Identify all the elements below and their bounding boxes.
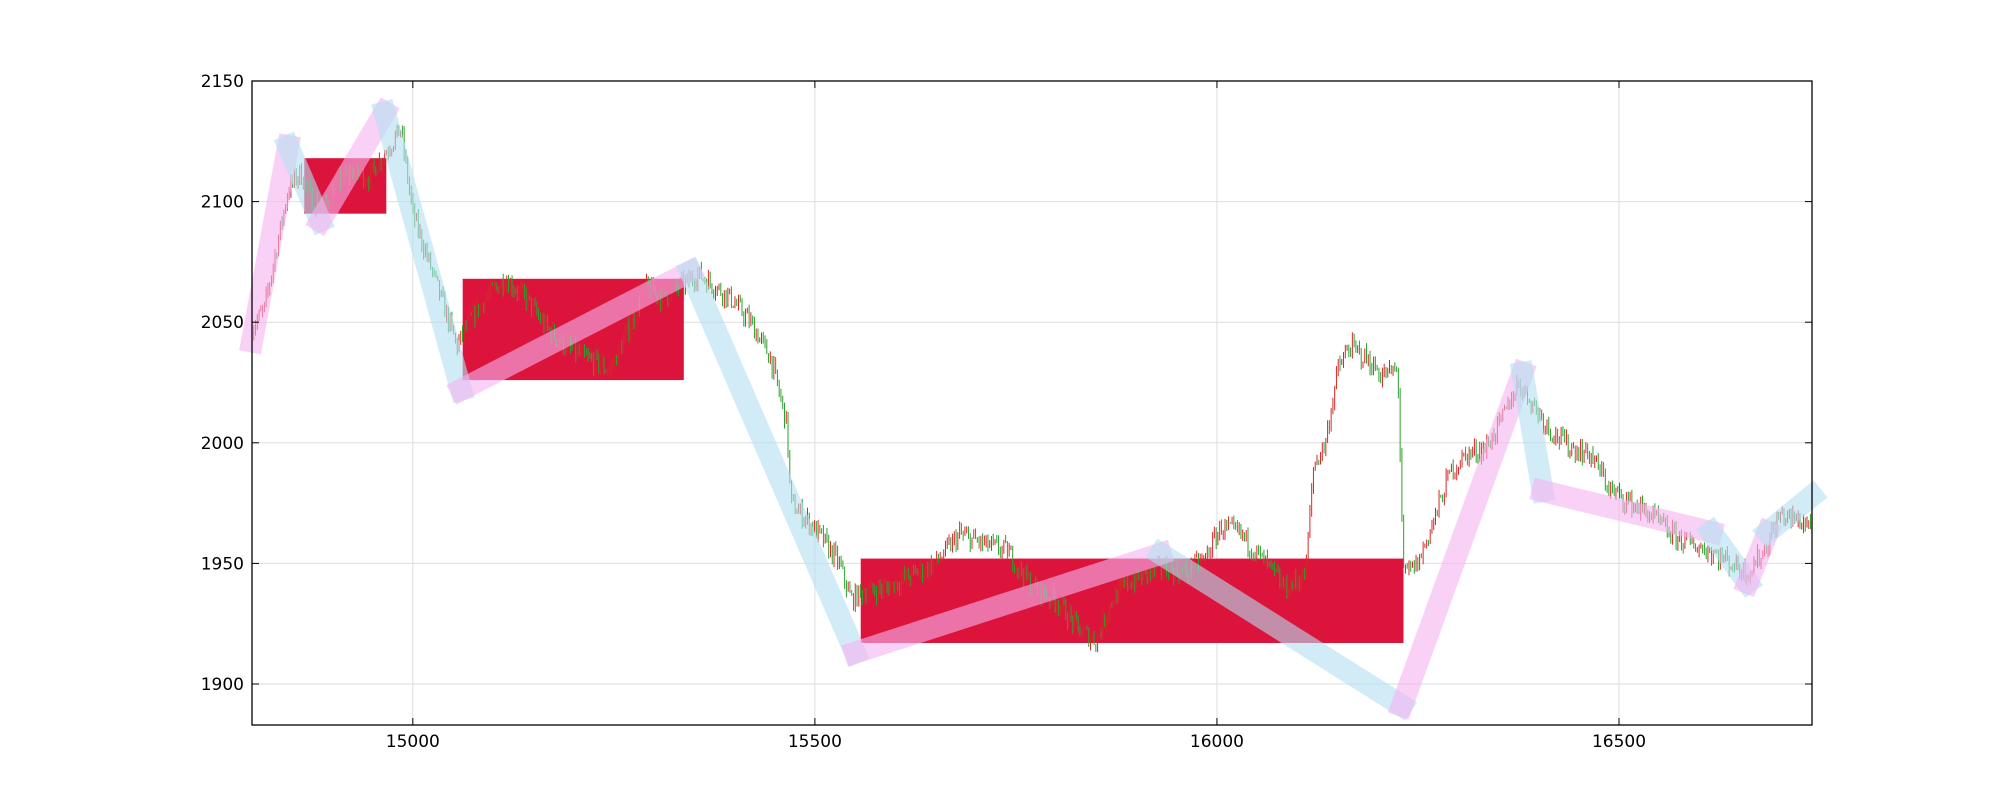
down-swing-segment — [371, 98, 475, 404]
down-swing-segment — [1509, 360, 1556, 504]
up-swing-segment — [841, 539, 1175, 667]
x-tick-label: 16000 — [1190, 732, 1244, 752]
y-tick-label: 2000 — [201, 434, 244, 454]
x-tick-label: 15500 — [788, 732, 842, 752]
down-swing-segment — [1752, 480, 1828, 548]
up-swing-segment — [239, 133, 302, 355]
up-swing-segment — [1529, 477, 1725, 546]
down-swing-segment — [675, 257, 870, 668]
x-tick-label: 15000 — [386, 732, 440, 752]
y-tick-label: 1950 — [201, 554, 244, 574]
plot-frame — [251, 80, 1813, 726]
y-tick-label: 2150 — [201, 72, 244, 92]
tick-labels: 15000 15500 16000 16500 1900 1950 2000 2050 2100… — [201, 72, 1646, 752]
y-tick-label: 2100 — [201, 193, 244, 213]
y-tick-label: 1900 — [201, 675, 244, 695]
swing-segments — [239, 97, 1828, 721]
range-boxes — [304, 158, 1404, 643]
axis-ticks — [252, 80, 1812, 725]
y-tick-label: 2050 — [201, 313, 244, 333]
up-swing-segment — [305, 97, 400, 236]
down-swing-segment — [1145, 538, 1418, 721]
up-swing-segment — [446, 256, 706, 405]
x-tick-label: 16500 — [1592, 732, 1646, 752]
up-swing-segment — [1387, 358, 1537, 720]
